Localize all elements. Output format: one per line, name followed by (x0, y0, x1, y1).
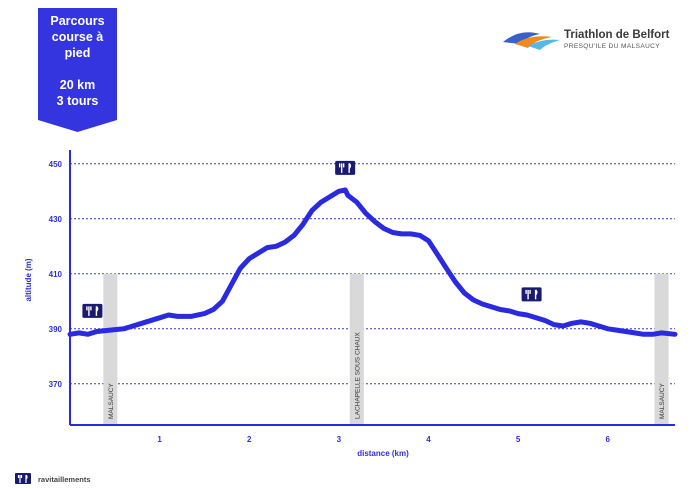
legend-label: ravitaillements (38, 475, 91, 484)
place-band (103, 273, 118, 425)
logo-swoosh-icon (503, 32, 540, 44)
place-bands: MALSAUCY LACHAPELLE SOUS CHAUX MALSAUCY (103, 273, 669, 425)
legend: ravitaillements (15, 473, 91, 484)
elevation-line (67, 187, 678, 337)
axes (69, 150, 675, 426)
icon-bg (82, 303, 103, 318)
place-label: MALSAUCY (108, 383, 115, 419)
y-axis-label: altitude (m) (24, 258, 33, 301)
x-tick-label: 1 (157, 435, 162, 444)
triathlon-belfort-logo: Triathlon de Belfort PRESQU'ILE DU MALSA… (503, 29, 670, 50)
icon-glyph (338, 162, 352, 173)
y-tick-label: 390 (49, 325, 63, 334)
badge-line-3: pied (65, 46, 91, 60)
y-tick-label: 450 (49, 160, 63, 169)
badge-line-1: Parcours (50, 14, 104, 28)
knife-fork-icon (82, 303, 103, 318)
knife-fork-icon (335, 160, 356, 175)
knife-fork-icon (15, 473, 31, 484)
place-band (654, 273, 669, 425)
x-axis-label: distance (km) (357, 449, 409, 458)
place-band (349, 273, 364, 425)
logo-title: Triathlon de Belfort (564, 29, 670, 41)
y-tick-label: 430 (49, 215, 63, 224)
ravitaillement-markers (82, 160, 542, 318)
y-tick-label: 370 (49, 380, 63, 389)
knife-fork-icon (521, 287, 542, 302)
y-tick-label: 410 (49, 270, 63, 279)
logo-subtitle: PRESQU'ILE DU MALSAUCY (564, 43, 660, 50)
icon-bg (335, 160, 356, 175)
badge-line-2: course à (52, 30, 103, 44)
x-tick-label: 4 (426, 435, 431, 444)
x-tick-label: 6 (606, 435, 611, 444)
badge-distance: 20 km (60, 78, 95, 92)
grid-lines (70, 163, 675, 385)
y-tick-labels: 450 430 410 390 370 (49, 160, 63, 389)
x-tick-label: 2 (247, 435, 252, 444)
badge-laps: 3 tours (57, 94, 99, 108)
x-tick-labels: 1 2 3 4 5 6 (157, 435, 610, 444)
place-label: MALSAUCY (659, 383, 666, 419)
icon-glyph (86, 305, 99, 316)
place-label: LACHAPELLE SOUS CHAUX (354, 332, 361, 419)
icon-bg (521, 287, 542, 302)
x-tick-label: 3 (337, 435, 342, 444)
course-badge: Parcours course à pied 20 km 3 tours (38, 8, 117, 132)
x-tick-label: 5 (516, 435, 521, 444)
icon-glyph (525, 289, 538, 300)
